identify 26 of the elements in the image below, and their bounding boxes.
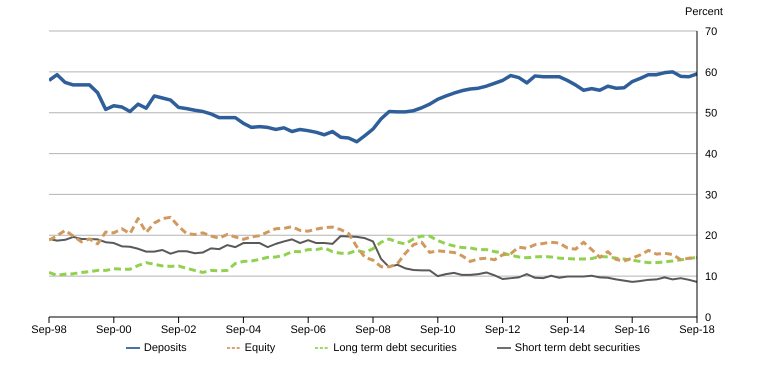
y-tick-label: 30 — [705, 189, 718, 202]
line-series — [49, 70, 697, 144]
x-tick-label: Sep-00 — [96, 324, 132, 336]
x-tick-label: Sep-10 — [420, 324, 456, 336]
y-axis-title: Percent — [685, 6, 723, 18]
x-tick-label: Sep-02 — [160, 324, 196, 336]
x-tick-label: Sep-14 — [550, 324, 586, 336]
x-tick-label: Sep-16 — [614, 324, 650, 336]
line-series — [49, 216, 697, 268]
y-tick-label: 10 — [705, 271, 718, 284]
x-tick-label: Sep-08 — [355, 324, 391, 336]
legend-label: Deposits — [144, 342, 187, 354]
x-tick-label: Sep-04 — [226, 324, 262, 336]
x-tick-label: Sep-98 — [31, 324, 67, 336]
x-tick-label: Sep-12 — [484, 324, 520, 336]
y-tick-label: 20 — [705, 230, 718, 242]
y-tick-label: 40 — [705, 148, 718, 160]
legend-label: Short term debt securities — [514, 342, 640, 354]
x-tick-label: Sep-18 — [679, 324, 715, 336]
legend-label: Long term debt securities — [333, 342, 457, 354]
y-tick-label: 0 — [705, 312, 712, 324]
legend-label: Equity — [244, 342, 276, 354]
y-tick-label: 50 — [705, 108, 718, 120]
y-tick-label: 60 — [705, 66, 718, 79]
y-tick-label: 70 — [705, 26, 718, 38]
x-tick-label: Sep-06 — [290, 324, 326, 336]
